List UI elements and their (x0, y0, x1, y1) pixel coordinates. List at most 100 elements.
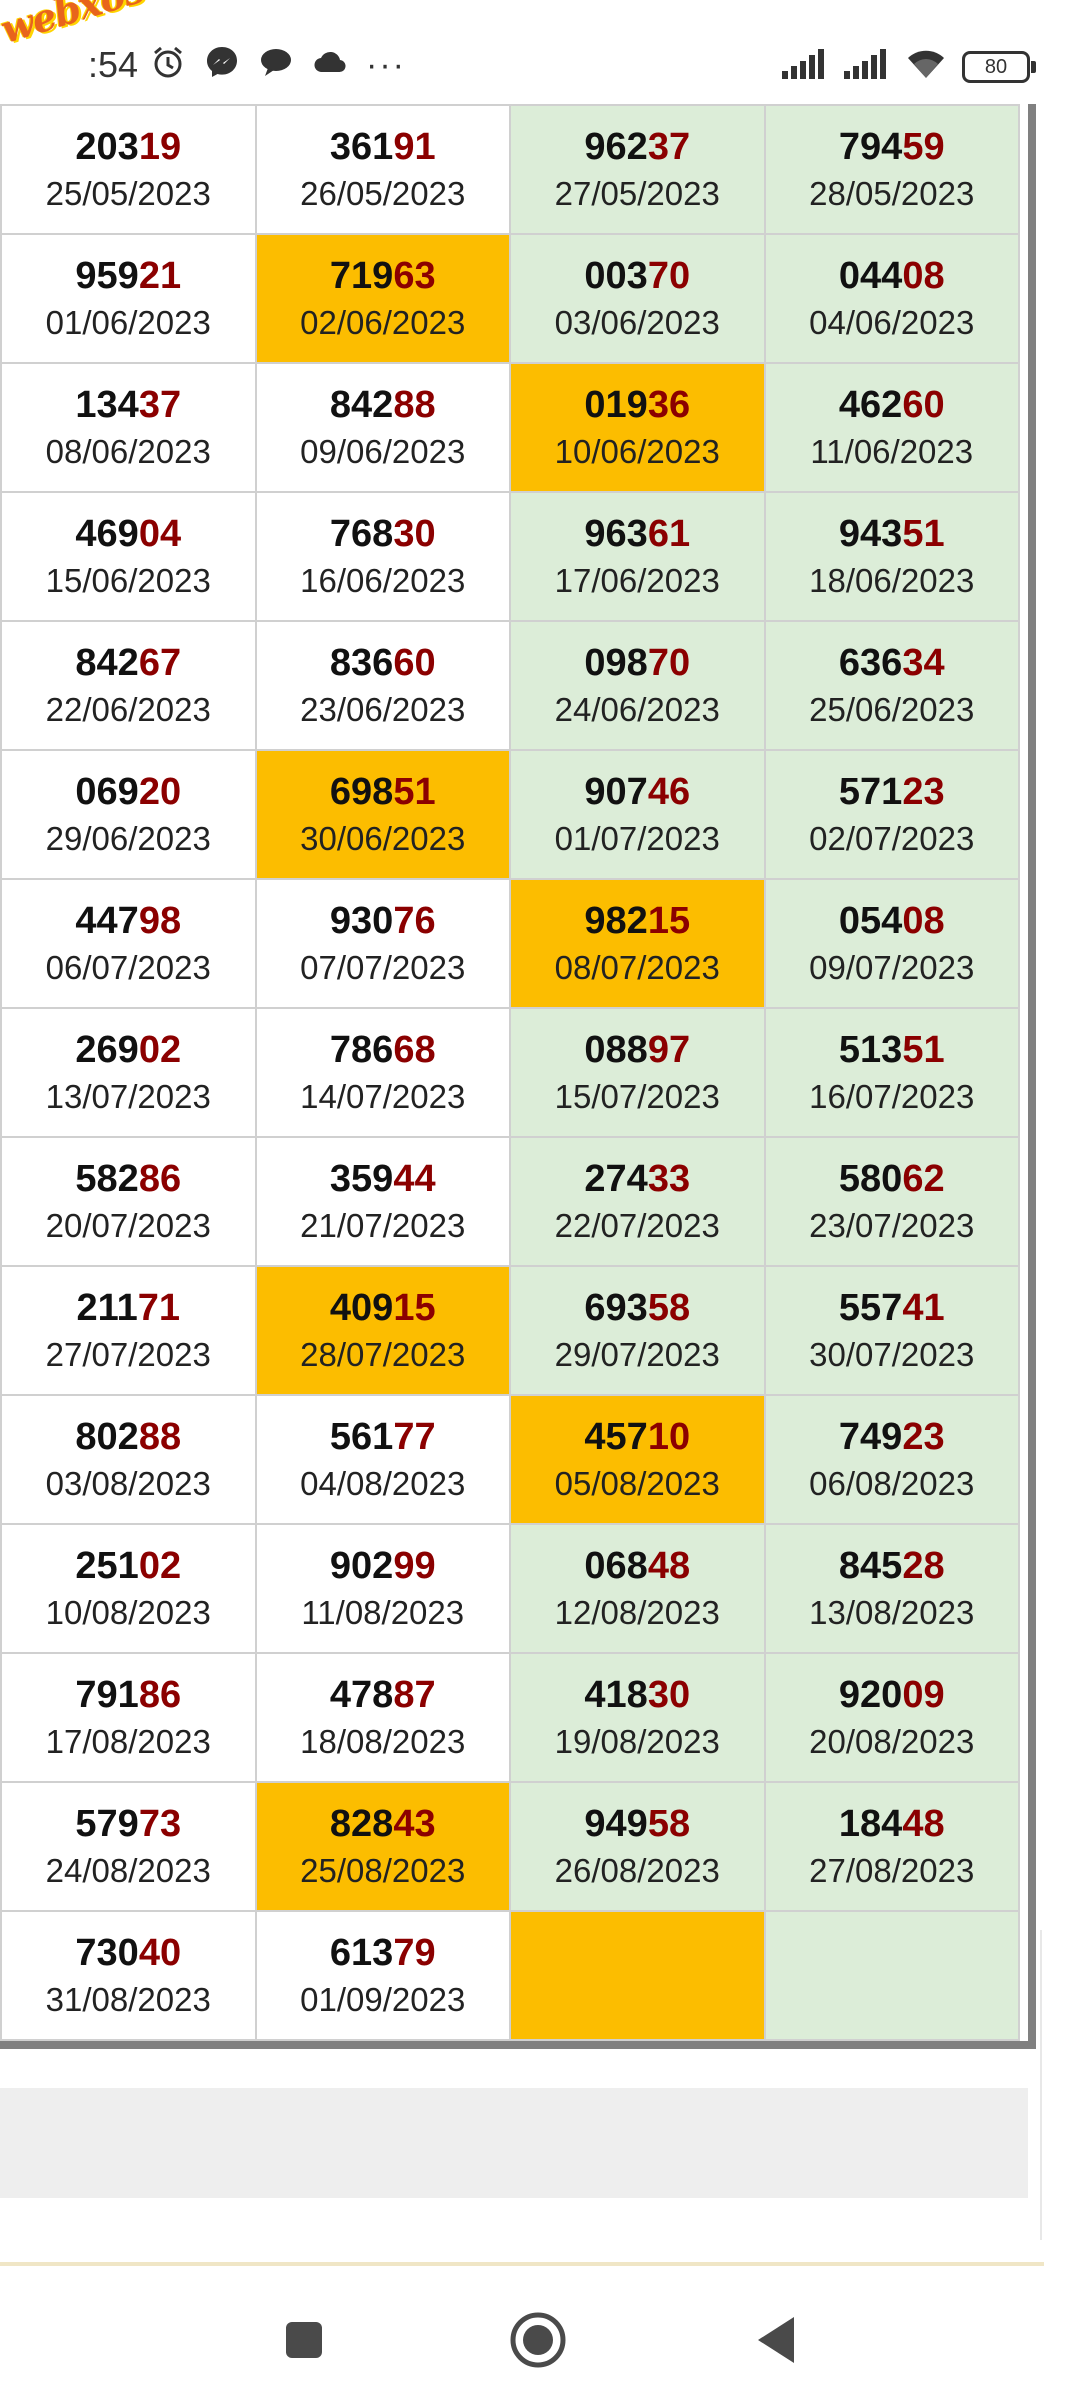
result-cell: 90299 11/08/2023 (254, 1523, 511, 1654)
result-number: 05408 (766, 897, 1019, 945)
number-head: 044 (838, 254, 903, 297)
result-cell: 82843 25/08/2023 (254, 1781, 511, 1912)
number-head: 786 (329, 1028, 394, 1071)
recents-button[interactable] (274, 2310, 334, 2370)
result-cell: 00370 03/06/2023 (509, 233, 766, 364)
result-date: 11/08/2023 (301, 1593, 465, 1631)
table-row: 95921 01/06/2023 71963 02/06/2023 00370 03/06… (0, 233, 1020, 364)
result-number: 84528 (766, 1542, 1019, 1590)
table-row: 44798 06/07/2023 93076 07/07/2023 98215 08/07… (0, 878, 1020, 1009)
result-number: 08897 (511, 1026, 764, 1074)
number-tail: 20 (138, 770, 182, 813)
table-row: 25102 10/08/2023 90299 11/08/2023 06848 12/08… (0, 1523, 1020, 1654)
result-number: 44798 (2, 897, 255, 945)
result-number: 46904 (2, 510, 255, 558)
result-cell: 58062 23/07/2023 (763, 1136, 1020, 1267)
result-cell: 41830 19/08/2023 (509, 1652, 766, 1783)
number-tail: 70 (647, 641, 691, 684)
result-cell: 01936 10/06/2023 (509, 362, 766, 493)
number-tail: 98 (138, 899, 182, 942)
result-number: 76830 (257, 510, 510, 558)
result-cell: 44798 06/07/2023 (0, 878, 257, 1009)
result-cell: 94958 26/08/2023 (509, 1781, 766, 1912)
number-head: 418 (584, 1673, 648, 1716)
number-tail: 08 (902, 254, 945, 297)
number-tail: 36 (647, 383, 691, 426)
result-number: 35944 (257, 1155, 510, 1203)
signal-icon (782, 49, 828, 84)
number-tail: 21 (138, 254, 182, 297)
result-cell: 04408 04/06/2023 (763, 233, 1020, 364)
back-triangle-icon (758, 2317, 794, 2363)
number-tail: 79 (393, 1931, 436, 1974)
number-head: 963 (584, 512, 648, 555)
result-date: 03/06/2023 (554, 303, 720, 341)
result-date: 24/06/2023 (554, 690, 720, 728)
table-row: 79186 17/08/2023 47887 18/08/2023 41830 19/08… (0, 1652, 1020, 1783)
back-button[interactable] (746, 2310, 806, 2370)
result-cell: 84267 22/06/2023 (0, 620, 257, 751)
number-head: 409 (329, 1286, 394, 1329)
number-head: 982 (584, 899, 648, 942)
result-date: 04/08/2023 (300, 1464, 466, 1502)
result-number: 69358 (511, 1284, 764, 1332)
number-head: 749 (838, 1415, 903, 1458)
result-number: 26902 (2, 1026, 255, 1074)
result-cell: 06848 12/08/2023 (509, 1523, 766, 1654)
number-tail: 43 (393, 1802, 436, 1845)
number-tail: 77 (393, 1415, 436, 1458)
number-tail: 48 (647, 1544, 691, 1587)
number-head: 794 (838, 125, 903, 168)
number-head: 462 (838, 383, 903, 426)
table-row: 26902 13/07/2023 78668 14/07/2023 08897 15/07… (0, 1007, 1020, 1138)
number-head: 930 (329, 899, 394, 942)
result-cell: 61379 01/09/2023 (254, 1910, 511, 2041)
number-head: 580 (838, 1157, 903, 1200)
number-head: 054 (838, 899, 903, 942)
result-number: 06848 (511, 1542, 764, 1590)
result-number: 40915 (257, 1284, 510, 1332)
number-tail: 59 (902, 125, 945, 168)
number-tail: 68 (393, 1028, 436, 1071)
result-number: 84288 (257, 381, 510, 429)
number-head: 902 (329, 1544, 394, 1587)
result-date: 09/06/2023 (300, 432, 466, 470)
number-head: 791 (75, 1673, 139, 1716)
result-date: 25/06/2023 (809, 690, 975, 728)
result-cell: 36191 26/05/2023 (254, 104, 511, 235)
result-cell: 45710 05/08/2023 (509, 1394, 766, 1525)
result-cell: 06920 29/06/2023 (0, 749, 257, 880)
result-date: 19/08/2023 (554, 1722, 720, 1760)
home-button[interactable] (508, 2310, 568, 2370)
number-head: 069 (75, 770, 139, 813)
result-cell: 69358 29/07/2023 (509, 1265, 766, 1396)
result-date: 26/08/2023 (554, 1851, 720, 1889)
number-tail: 23 (902, 1415, 945, 1458)
result-number: 69851 (257, 768, 510, 816)
number-head: 828 (329, 1802, 394, 1845)
number-head: 134 (75, 383, 139, 426)
table-row: 13437 08/06/2023 84288 09/06/2023 01936 10/06… (0, 362, 1020, 493)
result-date: 26/05/2023 (300, 174, 466, 212)
number-tail: 19 (138, 125, 182, 168)
result-number: 20319 (2, 123, 255, 171)
number-head: 730 (75, 1931, 139, 1974)
status-bar: :54 ··· 80 webxoso.net (0, 0, 1080, 104)
result-cell: 92009 20/08/2023 (763, 1652, 1020, 1783)
result-date: 22/07/2023 (554, 1206, 720, 1244)
result-date: 31/08/2023 (45, 1980, 211, 2018)
result-number: 27433 (511, 1155, 764, 1203)
result-cell: 98215 08/07/2023 (509, 878, 766, 1009)
number-head: 478 (329, 1673, 394, 1716)
result-number: 04408 (766, 252, 1019, 300)
square-icon (286, 2322, 322, 2358)
number-head: 003 (584, 254, 648, 297)
number-head: 582 (75, 1157, 139, 1200)
result-number: 58062 (766, 1155, 1019, 1203)
result-date: 28/05/2023 (809, 174, 975, 212)
result-number: 92009 (766, 1671, 1019, 1719)
result-number: 56177 (257, 1413, 510, 1461)
result-date: 16/06/2023 (300, 561, 466, 599)
system-icons: 80 (782, 48, 1036, 85)
result-date: 15/07/2023 (554, 1077, 720, 1115)
